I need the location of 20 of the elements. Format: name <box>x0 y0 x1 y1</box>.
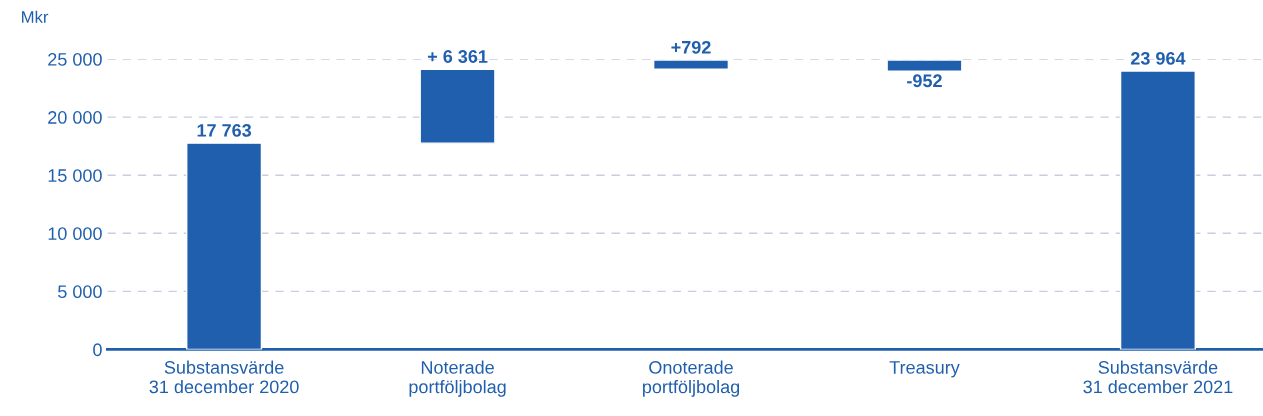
data-label: 17 763 <box>197 124 252 137</box>
x-tick-label: Substansvärde 31 december 2020 <box>149 360 299 394</box>
x-tick-label: Treasury <box>889 361 960 378</box>
data-label: +792 <box>671 40 711 54</box>
y-tick-label: 5 000 <box>58 285 102 299</box>
bar <box>652 59 730 70</box>
x-tick-label: Onoterade portföljbolag <box>643 360 740 397</box>
data-label: -952 <box>907 74 942 88</box>
y-tick-label: 15 000 <box>48 169 102 182</box>
data-label: 23 964 <box>1130 51 1186 65</box>
y-tick-label: 0 <box>93 343 102 357</box>
bar <box>419 68 496 144</box>
y-tick-label: 25 000 <box>48 53 102 66</box>
data-label: + 6 361 <box>427 50 488 63</box>
x-tick-label: Substansvärde 31 december 2021 <box>1083 360 1233 394</box>
x-tick-label: Noterade portföljbolag <box>409 360 506 397</box>
y-axis-title: Mkr <box>22 10 49 23</box>
bar <box>886 59 963 72</box>
y-tick-label: 10 000 <box>48 227 102 241</box>
y-tick-label: 20 000 <box>48 111 102 124</box>
